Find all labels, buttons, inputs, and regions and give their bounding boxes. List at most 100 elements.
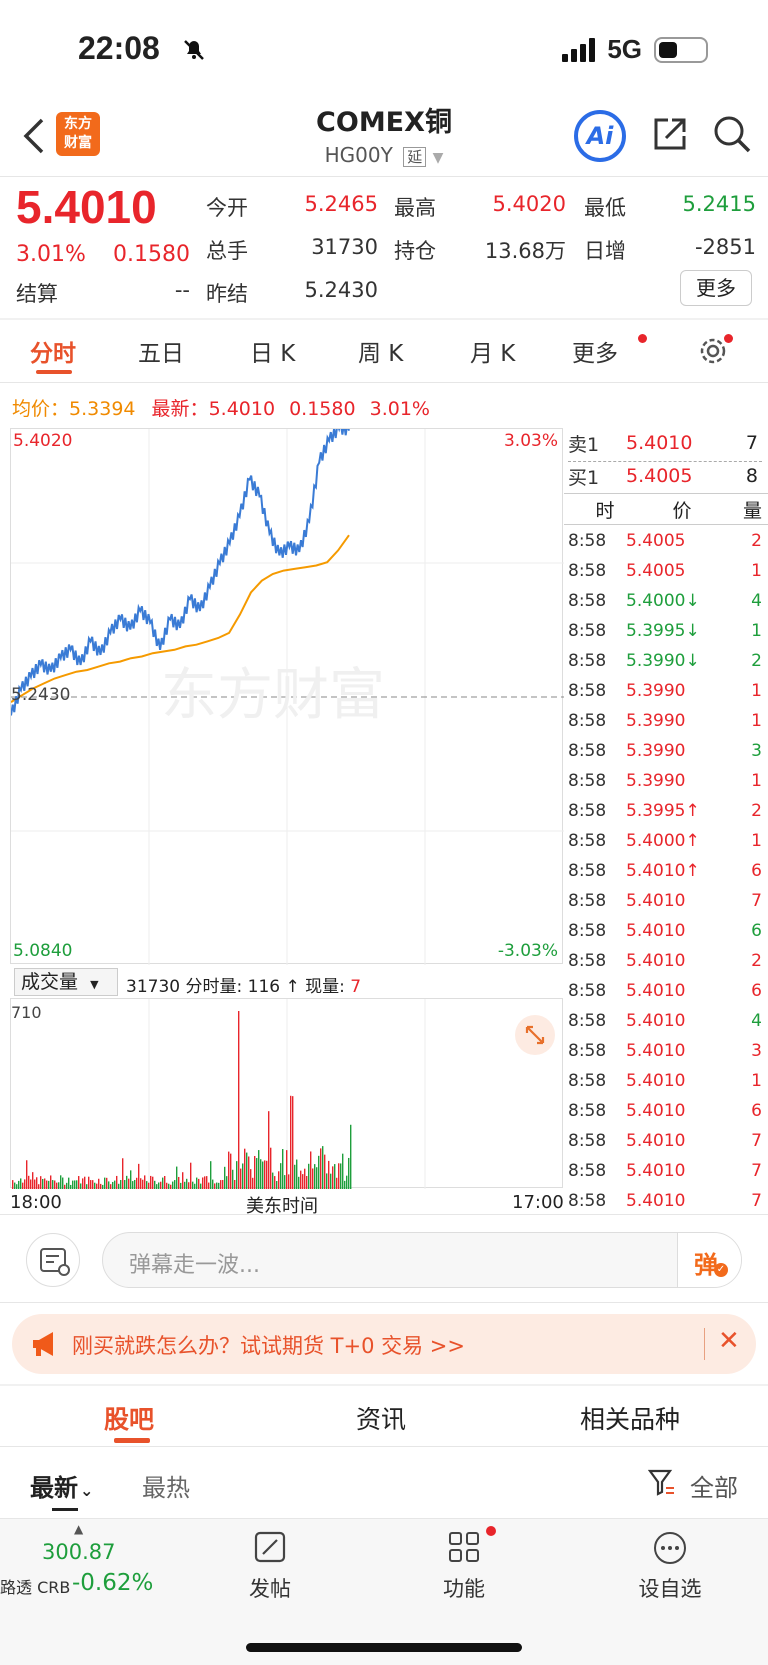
tab-five-day[interactable]: 五日 bbox=[138, 341, 184, 367]
filter-all[interactable]: 全部 bbox=[690, 1474, 738, 1502]
trade-time: 8:58 bbox=[568, 1131, 607, 1151]
volume-bar bbox=[174, 1180, 176, 1189]
trade-price: 5.3995↓ bbox=[626, 621, 700, 641]
trade-qty: 1 bbox=[751, 681, 762, 701]
x-mid-label: 美东时间 bbox=[246, 1196, 318, 1217]
trade-row: 8:58 5.4010↑ 6 bbox=[568, 856, 764, 886]
comment-list-icon[interactable] bbox=[26, 1233, 80, 1287]
promo-banner[interactable]: 刚买就跌怎么办？试试期货 T+0 交易 >> ✕ bbox=[12, 1314, 756, 1374]
volume-bar bbox=[80, 1183, 82, 1189]
trade-qty: 3 bbox=[751, 1041, 762, 1061]
trade-qty: 4 bbox=[751, 591, 762, 611]
filter-latest[interactable]: 最新 ⌄ bbox=[30, 1468, 93, 1503]
tab-news[interactable]: 资讯 bbox=[356, 1405, 407, 1434]
pct-bottom-label: -3.03% bbox=[497, 941, 558, 961]
volume-bar bbox=[44, 1178, 46, 1189]
trade-time: 8:58 bbox=[568, 591, 607, 611]
latest-pct: 3.01% bbox=[369, 398, 430, 420]
trade-row: 8:58 5.4005 1 bbox=[568, 556, 764, 586]
search-icon[interactable] bbox=[712, 114, 752, 154]
volume-bar bbox=[350, 1124, 352, 1189]
delay-tag: 延 bbox=[403, 147, 427, 167]
volume-bar bbox=[282, 1149, 284, 1189]
ai-button[interactable]: Ai bbox=[574, 110, 626, 162]
volume-bar bbox=[292, 1096, 294, 1189]
trade-time: 8:58 bbox=[568, 1011, 607, 1031]
volume-bar bbox=[152, 1176, 154, 1189]
tab-daily-k[interactable]: 日 K bbox=[250, 341, 296, 367]
trade-row: 8:58 5.3990 1 bbox=[568, 706, 764, 736]
price-chart[interactable]: 东方财富 5.4020 5.2430 5.0840 3.03% -3.03% bbox=[10, 428, 564, 965]
back-button[interactable] bbox=[20, 116, 48, 156]
tab-more[interactable]: 更多 bbox=[572, 341, 618, 367]
instrument-code[interactable]: HG00Y 延 ▼ bbox=[0, 143, 768, 167]
tab-weekly-k[interactable]: 周 K bbox=[358, 341, 404, 367]
close-icon[interactable]: ✕ bbox=[718, 1326, 740, 1356]
volume-bar bbox=[242, 1163, 244, 1189]
tab-intraday[interactable]: 分时 bbox=[30, 341, 76, 367]
volume-bar bbox=[154, 1180, 156, 1189]
volume-bar bbox=[90, 1180, 92, 1189]
more-quote-button[interactable]: 更多 bbox=[680, 270, 752, 306]
megaphone-icon bbox=[30, 1330, 60, 1362]
trade-row: 8:58 5.4005 2 bbox=[568, 526, 764, 556]
volume-bar bbox=[244, 1148, 246, 1189]
volume-bar bbox=[236, 1161, 238, 1189]
tab-monthly-k[interactable]: 月 K bbox=[470, 341, 516, 367]
trade-time: 8:58 bbox=[568, 681, 607, 701]
filter-icon[interactable] bbox=[647, 1468, 676, 1498]
volume-bar bbox=[124, 1180, 126, 1189]
add-watchlist-button[interactable]: 设自选 bbox=[630, 1530, 710, 1603]
trade-qty: 2 bbox=[751, 531, 762, 551]
danmu-input[interactable]: 弹幕走一波... 弹 ✓ bbox=[102, 1232, 742, 1288]
trade-qty: 4 bbox=[751, 1011, 762, 1031]
volume-selector[interactable]: 成交量 ▼ bbox=[14, 968, 118, 996]
volume-bar bbox=[100, 1183, 102, 1189]
tab-forum[interactable]: 股吧 bbox=[104, 1405, 155, 1434]
bid-row: 买1 5.4005 8 bbox=[568, 461, 764, 491]
trade-qty: 7 bbox=[751, 1131, 762, 1151]
volume-bar bbox=[26, 1160, 28, 1189]
volume-bar bbox=[122, 1158, 124, 1189]
volume-bar bbox=[334, 1164, 336, 1189]
volume-bar bbox=[92, 1180, 94, 1189]
volume-chart[interactable]: 710 bbox=[10, 998, 563, 1189]
tab-related[interactable]: 相关品种 bbox=[580, 1405, 681, 1434]
trade-time: 8:58 bbox=[568, 891, 607, 911]
danmu-toggle[interactable]: 弹 ✓ bbox=[677, 1233, 741, 1287]
trade-time: 8:58 bbox=[568, 561, 607, 581]
volume-bar bbox=[318, 1155, 320, 1189]
share-icon[interactable] bbox=[650, 114, 690, 154]
trade-qty: 1 bbox=[751, 831, 762, 851]
trade-price: 5.4000↓ bbox=[626, 591, 700, 611]
volume-bar bbox=[328, 1160, 330, 1189]
volume-bar bbox=[130, 1170, 132, 1189]
trade-qty: 7 bbox=[751, 891, 762, 911]
last-price: 5.4010 bbox=[16, 181, 157, 233]
function-button[interactable]: 功能 bbox=[432, 1530, 496, 1603]
index-value[interactable]: 300.87 bbox=[42, 1540, 116, 1564]
trade-row: 8:58 5.4010 2 bbox=[568, 946, 764, 976]
volume-bar bbox=[296, 1159, 298, 1189]
volume-bar bbox=[256, 1158, 258, 1189]
trade-price: 5.4010 bbox=[626, 1101, 686, 1121]
trade-row: 8:58 5.3995↓ 1 bbox=[568, 616, 764, 646]
expand-icon[interactable] bbox=[515, 1015, 555, 1055]
trade-time: 8:58 bbox=[568, 1191, 607, 1211]
filter-hot[interactable]: 最热 bbox=[142, 1474, 190, 1502]
latest-change: 0.1580 bbox=[289, 398, 356, 420]
trade-price: 5.4010↑ bbox=[626, 861, 700, 881]
trade-time: 8:58 bbox=[568, 1071, 607, 1091]
trade-time: 8:58 bbox=[568, 621, 607, 641]
tick-label: 分时量: bbox=[185, 977, 243, 997]
trade-price: 5.3990↓ bbox=[626, 651, 700, 671]
volume-bar bbox=[176, 1166, 178, 1189]
more-dots-icon bbox=[654, 1532, 686, 1564]
trade-time: 8:58 bbox=[568, 801, 607, 821]
volume-bar bbox=[190, 1162, 192, 1189]
volume-bar bbox=[248, 1156, 250, 1189]
volume-bar bbox=[216, 1182, 218, 1189]
settings-icon[interactable] bbox=[698, 334, 733, 366]
volume-bar bbox=[194, 1183, 196, 1189]
post-button[interactable]: 发帖 bbox=[238, 1530, 302, 1603]
